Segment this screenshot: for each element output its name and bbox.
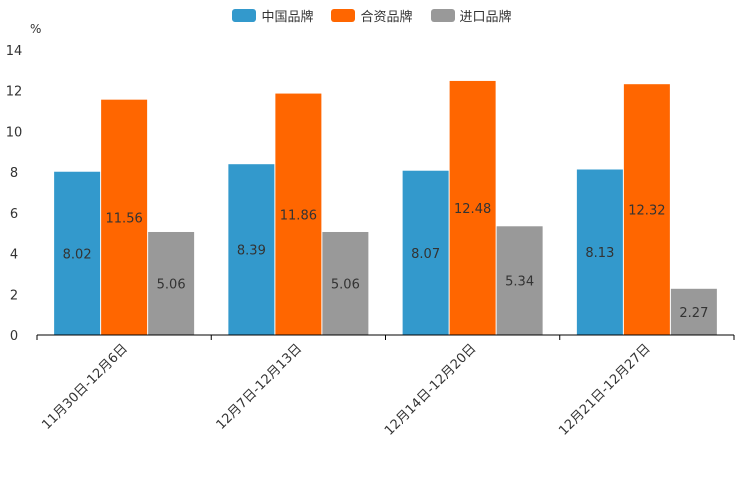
legend-item-imported[interactable]: 进口品牌 xyxy=(430,6,512,25)
y-tick-label: 12 xyxy=(6,85,23,100)
bar[interactable] xyxy=(670,288,717,335)
bar-value-label: 5.34 xyxy=(505,275,534,290)
x-axis: 11月30日-12月6日 12月7日-12月13日 12月14日-12月20日 12月… xyxy=(36,334,735,439)
y-tick-label: 0 xyxy=(10,329,18,344)
y-tick-label: 14 xyxy=(6,44,23,59)
y-tick-label: 10 xyxy=(6,125,23,140)
bar-value-label: 12.48 xyxy=(454,202,491,217)
bar[interactable] xyxy=(402,170,449,335)
bar[interactable] xyxy=(496,226,543,335)
x-tick-label: 12月14日-12月20日 xyxy=(382,341,479,438)
bar-value-label: 5.06 xyxy=(331,277,360,292)
bar-value-label: 11.86 xyxy=(280,208,317,223)
legend-label-joint-venture: 合资品牌 xyxy=(360,10,413,25)
legend-item-china[interactable]: 中国品牌 xyxy=(232,6,313,25)
legend-label-china: 中国品牌 xyxy=(261,10,314,25)
bar-value-label: 2.27 xyxy=(679,306,708,321)
bar-value-label: 12.32 xyxy=(628,204,665,219)
legend-label-imported: 进口品牌 xyxy=(459,10,512,25)
bar[interactable] xyxy=(275,93,322,335)
bar[interactable] xyxy=(101,99,148,336)
bar[interactable] xyxy=(576,169,623,335)
bar-value-label: 8.02 xyxy=(63,247,92,262)
bar-value-label: 11.56 xyxy=(106,211,143,226)
bar-value-label: 8.07 xyxy=(411,247,440,262)
bar-value-label: 8.13 xyxy=(585,246,614,261)
y-tick-label: 4 xyxy=(10,248,18,263)
legend-item-joint-venture[interactable]: 合资品牌 xyxy=(331,6,413,25)
y-tick-label: 2 xyxy=(10,288,18,303)
bar[interactable] xyxy=(623,84,670,335)
y-tick-label: 8 xyxy=(10,166,18,181)
y-axis-unit-label: % xyxy=(30,22,41,36)
bar-value-label: 5.06 xyxy=(157,277,186,292)
bar-value-label: 8.39 xyxy=(237,244,266,259)
x-tick-label: 11月30日-12月6日 xyxy=(39,341,131,433)
bar[interactable] xyxy=(148,231,195,335)
x-tick-label: 12月7日-12月13日 xyxy=(214,341,306,433)
bar[interactable] xyxy=(54,171,101,335)
y-tick-label: 6 xyxy=(10,207,18,222)
bar[interactable] xyxy=(228,164,275,335)
chart-legend: 中国品牌 合资品牌 进口品牌 xyxy=(0,6,744,25)
bars-group: 8.02 11.56 5.06 8.39 11.86 5.06 8.07 12.48 5.34 8… xyxy=(54,80,717,336)
legend-swatch-imported xyxy=(430,9,455,22)
x-tick-label: 12月21日-12月27日 xyxy=(556,341,653,438)
legend-swatch-joint-venture xyxy=(331,9,356,22)
bar[interactable] xyxy=(449,80,496,335)
y-axis-ticks: 0 2 4 6 8 10 12 14 xyxy=(6,44,23,344)
legend-swatch-china xyxy=(232,9,257,22)
bar[interactable] xyxy=(322,231,369,335)
